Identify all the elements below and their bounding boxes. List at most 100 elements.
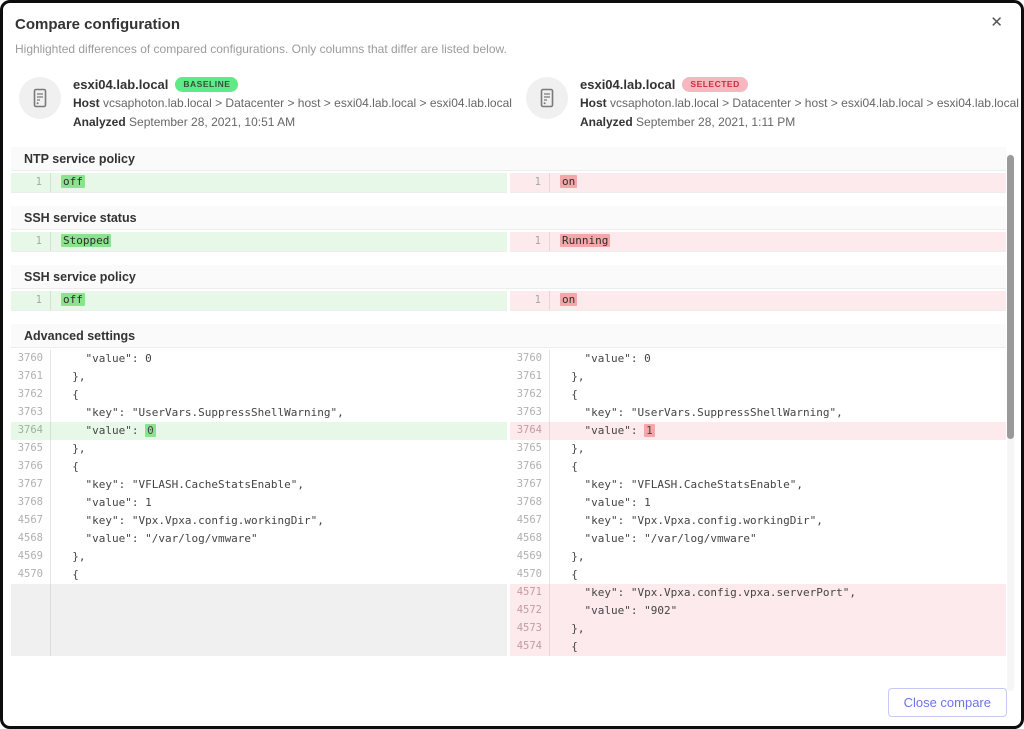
code-row: 3760 "value": 0: [11, 350, 507, 368]
code-line-number: 3767: [510, 476, 550, 494]
line-number: 1: [11, 291, 51, 310]
changed-token: 0: [145, 424, 156, 437]
code-filler-row: [11, 584, 507, 602]
baseline-badge: BASELINE: [175, 77, 239, 92]
code-text: },: [558, 442, 585, 455]
baseline-host-card: esxi04.lab.local BASELINE Host vcsaphoto…: [3, 75, 512, 132]
diff-value: off: [51, 173, 507, 192]
code-row: 3763 "key": "UserVars.SuppressShellWarni…: [510, 404, 1006, 422]
code-text: "value": 1: [558, 424, 655, 437]
diff-row-selected: 1 Running: [510, 232, 1006, 252]
section-title: Advanced settings: [11, 324, 1006, 348]
host-name: esxi04.lab.local: [73, 77, 169, 92]
code-text: {: [59, 568, 79, 581]
code-panel-selected[interactable]: 3760 "value": 0 3761 }, 3762 {3763 "key": …: [510, 350, 1006, 656]
diff-section: NTP service policy 1 off 1 on: [11, 147, 1006, 193]
code-text: },: [558, 622, 585, 635]
code-line-number: 3764: [510, 422, 550, 440]
line-number: 1: [510, 173, 550, 192]
code-line-number: 4572: [510, 602, 550, 620]
code-row: 3765 },: [510, 440, 1006, 458]
code-text: [51, 620, 507, 638]
code-text: "key": "VFLASH.CacheStatsEnable",: [59, 478, 305, 491]
code-row: 3761 },: [510, 368, 1006, 386]
code-row: 3765 },: [11, 440, 507, 458]
code-line-number: 4570: [11, 566, 51, 584]
code-line-number: 3761: [510, 368, 550, 386]
line-number: 1: [11, 232, 51, 251]
section-title: SSH service status: [11, 206, 1006, 230]
code-line-number: 4568: [510, 530, 550, 548]
code-panel-baseline[interactable]: 3760 "value": 0 3761 }, 3762 {3763 "key": …: [11, 350, 507, 656]
code-row: 3768 "value": 1: [11, 494, 507, 512]
code-text: },: [59, 550, 86, 563]
line-number: 1: [510, 291, 550, 310]
code-line-number: 3766: [11, 458, 51, 476]
line-number: 1: [11, 173, 51, 192]
diff-row: 1 off 1 on: [11, 173, 1006, 193]
host-analyzed: Analyzed September 28, 2021, 1:11 PM: [580, 115, 796, 129]
code-text: },: [59, 442, 86, 455]
selected-host-card: esxi04.lab.local SELECTED Host vcsaphoto…: [512, 75, 1021, 132]
code-text: "key": "Vpx.Vpxa.config.workingDir",: [59, 514, 324, 527]
code-row: 4567 "key": "Vpx.Vpxa.config.workingDir"…: [510, 512, 1006, 530]
code-text: "key": "VFLASH.CacheStatsEnable",: [558, 478, 804, 491]
code-text: "key": "Vpx.Vpxa.config.workingDir",: [558, 514, 823, 527]
code-text: "key": "UserVars.SuppressShellWarning",: [558, 406, 843, 419]
code-row: 3766 {: [11, 458, 507, 476]
code-text: [51, 584, 507, 602]
code-filler-row: [11, 620, 507, 638]
changed-token: Running: [560, 234, 611, 247]
code-text: {: [59, 388, 79, 401]
code-row: 3762 {: [510, 386, 1006, 404]
code-text: "value": "/var/log/vmware": [558, 532, 757, 545]
code-row: 3768 "value": 1: [510, 494, 1006, 512]
code-row: 4570 {: [510, 566, 1006, 584]
code-text: },: [59, 370, 86, 383]
vertical-scrollbar[interactable]: [1007, 154, 1014, 691]
code-line-number: 3761: [11, 368, 51, 386]
code-text: {: [558, 568, 578, 581]
diff-body: NTP service policy 1 off 1 on SSH service sta…: [11, 147, 1006, 656]
dialog-header: Compare configuration ✕: [3, 3, 1021, 33]
scrollbar-thumb[interactable]: [1007, 155, 1014, 439]
code-line-number: 3762: [11, 386, 51, 404]
section-title: SSH service policy: [11, 265, 1006, 289]
code-line-number: 4567: [510, 512, 550, 530]
code-line-number: 3760: [11, 350, 51, 368]
code-line-number: 3764: [11, 422, 51, 440]
advanced-diff: 3760 "value": 0 3761 }, 3762 {3763 "key": …: [11, 350, 1006, 656]
code-text: "value": 0: [59, 424, 156, 437]
diff-value: on: [550, 173, 1006, 192]
code-text: [51, 602, 507, 620]
dialog-subtitle: Highlighted differences of compared conf…: [15, 42, 507, 56]
code-line-number: 3763: [510, 404, 550, 422]
close-icon[interactable]: ✕: [990, 14, 1003, 31]
code-row: 3767 "key": "VFLASH.CacheStatsEnable",: [11, 476, 507, 494]
code-row: 3764 "value": 1: [510, 422, 1006, 440]
changed-token: on: [560, 175, 578, 188]
code-row: 3767 "key": "VFLASH.CacheStatsEnable",: [510, 476, 1006, 494]
diff-section: SSH service policy 1 off 1 on: [11, 265, 1006, 311]
code-text: },: [558, 550, 585, 563]
host-path: Host vcsaphoton.lab.local > Datacenter >…: [73, 96, 512, 110]
changed-token: off: [61, 293, 85, 306]
code-text: {: [558, 460, 578, 473]
changed-token: on: [560, 293, 578, 306]
host-analyzed: Analyzed September 28, 2021, 10:51 AM: [73, 115, 296, 129]
code-line-number: 3767: [11, 476, 51, 494]
code-line-number: 4570: [510, 566, 550, 584]
code-row: 4572 "value": "902": [510, 602, 1006, 620]
code-text: "value": 1: [59, 496, 152, 509]
code-line-number: [11, 602, 51, 620]
code-row: 3760 "value": 0: [510, 350, 1006, 368]
code-line-number: 4571: [510, 584, 550, 602]
code-text: [51, 638, 507, 656]
diff-row-selected: 1 on: [510, 173, 1006, 193]
hosts-row: esxi04.lab.local BASELINE Host vcsaphoto…: [3, 75, 1021, 132]
code-text: "value": "/var/log/vmware": [59, 532, 258, 545]
advanced-settings-section: Advanced settings 3760 "value": 0 3761 },…: [11, 324, 1006, 656]
close-compare-button[interactable]: Close compare: [887, 688, 1007, 717]
changed-token: off: [61, 175, 85, 188]
